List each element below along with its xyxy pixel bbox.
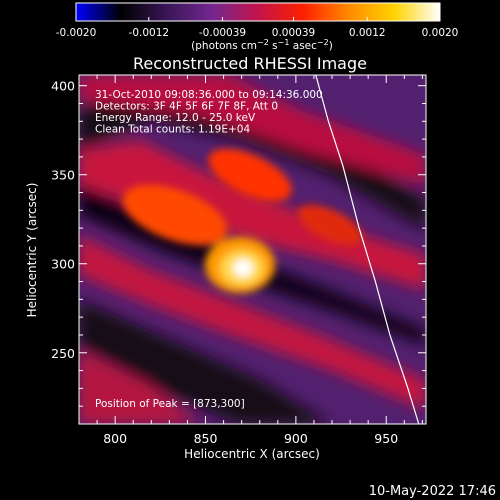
y-tick-label: 350 — [51, 168, 75, 183]
red-band-2 — [79, 140, 426, 290]
plot-frame — [78, 74, 427, 425]
colorbar-tick-label: -0.0020 — [56, 27, 97, 39]
y-axis-title: Heliocentric Y (arcsec) — [25, 183, 39, 318]
y-tick-label: 400 — [51, 79, 75, 94]
info-line: 31-Oct-2010 09:08:36.000 to 09:14:36.000 — [95, 89, 323, 101]
red-band-3 — [79, 235, 426, 410]
peak-position-label: Position of Peak = [873,300] — [95, 398, 245, 410]
solar-limb-curve — [315, 75, 420, 424]
x-tick-label: 850 — [194, 431, 218, 446]
dark-band-3 — [79, 300, 330, 424]
colorbar-tick-label: 0.0020 — [422, 27, 459, 39]
x-tick-label: 950 — [374, 431, 398, 446]
info-panel: 31-Oct-2010 09:08:36.000 to 09:14:36.000… — [95, 89, 323, 136]
hot-region-north — [208, 148, 292, 202]
info-line: Clean Total counts: 1.19E+04 — [95, 124, 250, 136]
footer-timestamp: 10-May-2022 17:46 — [369, 484, 496, 499]
info-line: Energy Range: 12.0 - 25.0 keV — [95, 112, 256, 124]
red-band-1 — [79, 75, 426, 185]
x-axis-title: Heliocentric X (arcsec) — [184, 447, 320, 461]
colorbar-tick-labels: -0.0020 -0.0012 -0.00039 0.00039 0.0012 0.002… — [56, 27, 459, 39]
axis-ticks — [79, 75, 426, 424]
y-tick-label: 300 — [51, 257, 75, 272]
colorbar-tick-label: 0.0012 — [349, 27, 386, 39]
colorbar-unit-label: (photons cm−2 s−1 asec−2) — [191, 38, 333, 52]
colorbar — [75, 2, 441, 22]
x-tick-label: 800 — [103, 431, 127, 446]
chart-title: Reconstructed RHESSI Image — [133, 54, 367, 73]
red-band-4 — [79, 350, 200, 424]
colorbar-ticks — [75, 17, 441, 21]
x-tick-label: 900 — [284, 431, 308, 446]
hot-regions — [122, 148, 363, 293]
colorbar-tick-label: 0.00039 — [272, 27, 315, 39]
hot-region-east — [297, 204, 363, 246]
colorbar-tick-label: -0.0012 — [129, 27, 170, 39]
info-line: Detectors: 3F 4F 5F 6F 7F 8F, Att 0 — [95, 101, 278, 113]
y-tick-label: 250 — [51, 346, 75, 361]
image-area — [79, 75, 426, 424]
hot-region-west — [122, 184, 228, 246]
axis-tick-labels: 800 850 900 950 250 300 350 400 — [51, 79, 398, 446]
colorbar-tick-label: -0.00039 — [199, 27, 246, 39]
dark-band-1 — [79, 80, 426, 230]
flare-core — [233, 259, 253, 277]
